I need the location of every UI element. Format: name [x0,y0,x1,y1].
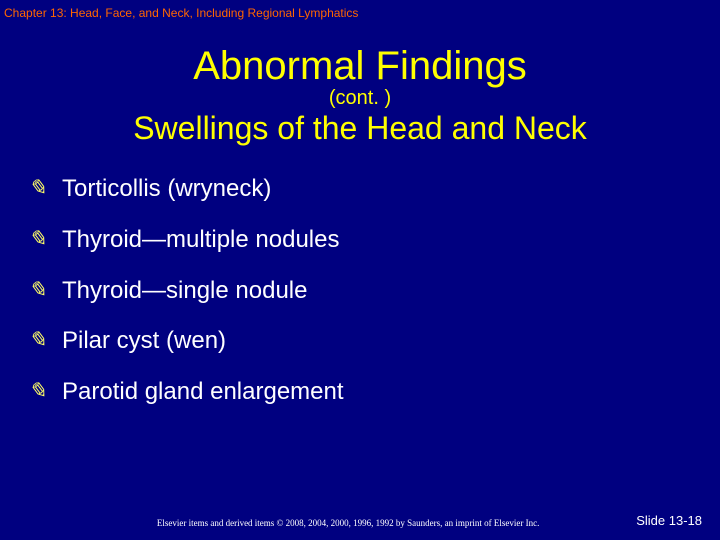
bullet-icon: ✎ [28,378,50,404]
bullet-text: Thyroid—multiple nodules [62,226,339,255]
bullet-icon: ✎ [28,226,50,252]
footer: Elsevier items and derived items © 2008,… [0,513,720,528]
bullet-text: Pilar cyst (wen) [62,327,226,356]
list-item: ✎ Parotid gland enlargement [28,378,720,407]
bullet-text: Parotid gland enlargement [62,378,344,407]
list-item: ✎ Torticollis (wryneck) [28,175,720,204]
title-main: Abnormal Findings [0,44,720,89]
bullet-icon: ✎ [28,277,50,303]
bullet-list: ✎ Torticollis (wryneck) ✎ Thyroid—multip… [0,175,720,407]
bullet-icon: ✎ [28,175,50,201]
list-item: ✎ Thyroid—single nodule [28,277,720,306]
bullet-icon: ✎ [28,327,50,353]
list-item: ✎ Pilar cyst (wen) [28,327,720,356]
list-item: ✎ Thyroid—multiple nodules [28,226,720,255]
copyright-text: Elsevier items and derived items © 2008,… [80,518,616,528]
bullet-text: Torticollis (wryneck) [62,175,271,204]
title-continuation: (cont. ) [0,87,720,110]
slide-number: Slide 13-18 [636,513,702,528]
chapter-header: Chapter 13: Head, Face, and Neck, Includ… [0,0,720,26]
title-subtitle: Swellings of the Head and Neck [0,110,720,147]
bullet-text: Thyroid—single nodule [62,277,307,306]
